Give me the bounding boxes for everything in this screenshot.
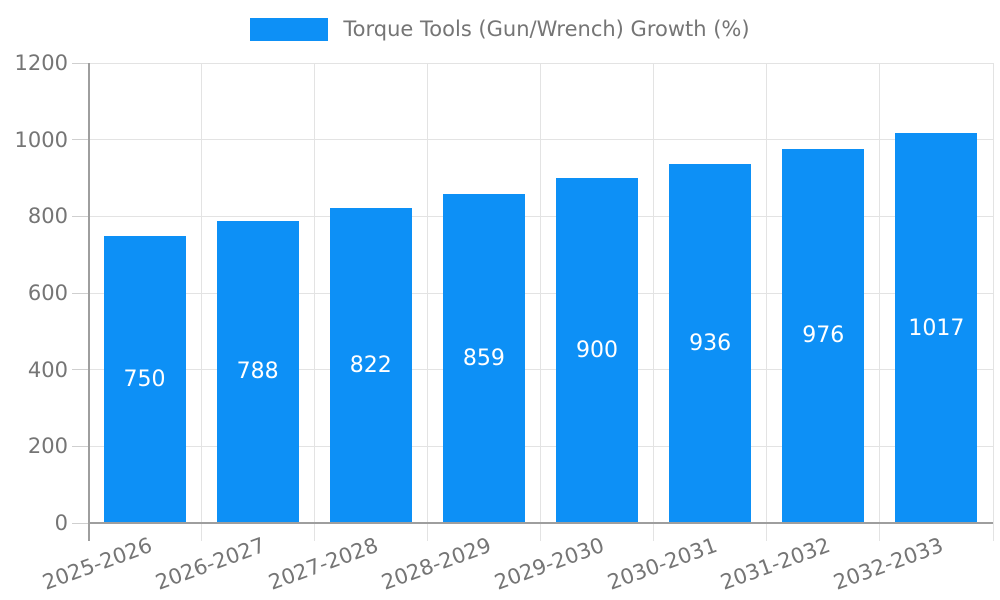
x-gridline xyxy=(879,63,881,541)
bar: 976 xyxy=(782,148,865,523)
y-tick-mark xyxy=(72,292,88,294)
x-axis-tick-label: 2027-2028 xyxy=(265,533,382,595)
y-axis-tick-label: 1200 xyxy=(14,51,68,75)
x-gridline xyxy=(313,63,315,541)
x-gridline xyxy=(992,63,994,541)
x-axis-tick-label: 2026-2027 xyxy=(152,533,268,595)
bar-value-label: 1017 xyxy=(908,315,965,341)
y-axis-tick-label: 200 xyxy=(27,434,68,459)
x-gridline xyxy=(426,63,428,541)
x-gridline xyxy=(653,63,655,541)
bar-value-label: 976 xyxy=(802,323,845,349)
bar-value-label: 859 xyxy=(462,345,505,371)
x-axis-tick-label: 2032-2033 xyxy=(830,533,947,595)
bar-value-label: 822 xyxy=(349,352,392,378)
bar: 750 xyxy=(103,235,186,523)
y-axis-tick-label: 400 xyxy=(27,357,68,382)
plot-area: 0 200 400 600 800 1000 1200 750 788 822 859 900 936 9… xyxy=(15,52,994,595)
y-axis-tick-label: 1000 xyxy=(14,127,68,152)
y-tick-mark xyxy=(72,522,88,524)
bar: 859 xyxy=(442,193,525,523)
y-tick-mark xyxy=(72,369,88,371)
x-axis-tick-label: 2028-2029 xyxy=(378,533,495,595)
bar-value-label: 900 xyxy=(576,338,619,363)
legend-color-swatch xyxy=(250,17,329,41)
bar: 936 xyxy=(669,164,752,523)
y-axis-tick-label: 0 xyxy=(54,511,68,535)
chart-legend: Torque Tools (Gun/Wrench) Growth (%) xyxy=(0,17,1000,41)
y-tick-mark xyxy=(72,62,88,64)
bar: 900 xyxy=(556,178,639,523)
y-axis-tick-label: 800 xyxy=(27,204,68,229)
x-axis-tick-label: 2030-2031 xyxy=(604,533,721,595)
x-gridline xyxy=(540,63,541,541)
x-axis-tick-label: 2031-2032 xyxy=(717,533,834,595)
x-axis-line xyxy=(88,522,993,524)
x-gridline xyxy=(766,63,768,541)
bar: 1017 xyxy=(895,133,978,523)
x-axis-tick-label: 2029-2030 xyxy=(491,533,608,595)
x-gridline xyxy=(200,63,202,541)
y-axis-tick-label: 600 xyxy=(27,281,68,305)
y-tick-mark xyxy=(72,139,88,141)
bar: 822 xyxy=(329,207,412,523)
bar-value-label: 788 xyxy=(236,359,279,385)
bar-value-label: 750 xyxy=(123,366,166,392)
y-tick-mark xyxy=(72,445,88,447)
bar: 788 xyxy=(216,220,299,523)
y-axis-line xyxy=(88,63,90,541)
legend-series-label: Torque Tools (Gun/Wrench) Growth (%) xyxy=(343,17,750,41)
y-tick-mark xyxy=(72,215,88,217)
bar-value-label: 936 xyxy=(689,331,732,357)
x-axis-tick-label: 2025-2026 xyxy=(38,533,155,595)
